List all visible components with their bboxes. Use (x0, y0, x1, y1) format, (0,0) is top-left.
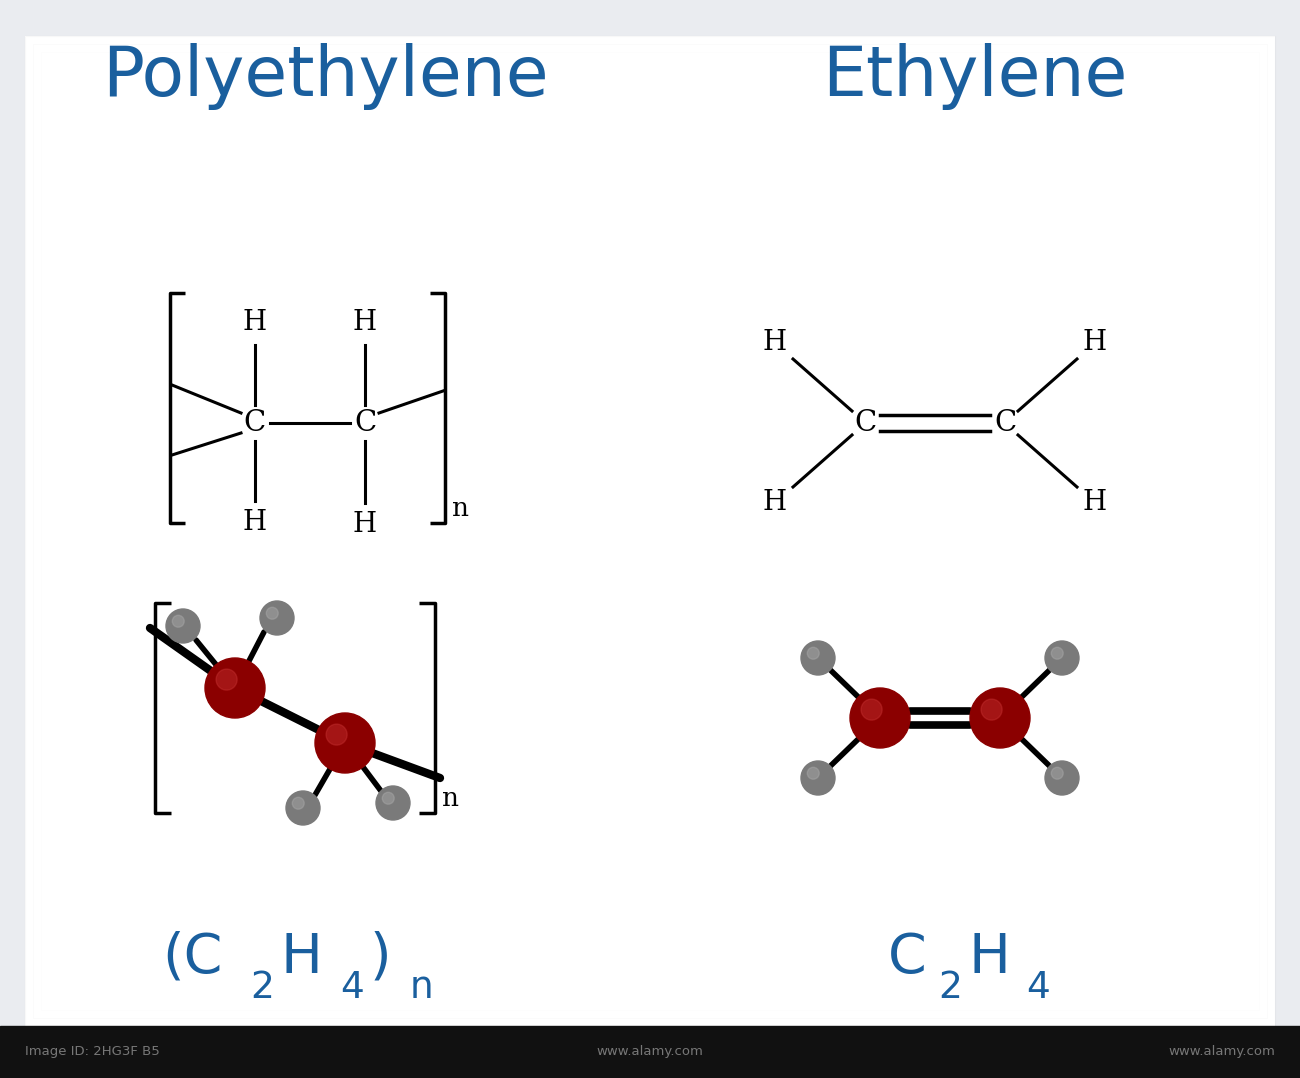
Text: 4: 4 (1026, 970, 1050, 1006)
Text: C: C (888, 931, 927, 985)
Text: C: C (244, 409, 266, 437)
Circle shape (850, 688, 910, 748)
Text: C: C (354, 409, 376, 437)
Circle shape (807, 768, 819, 779)
Circle shape (260, 602, 294, 635)
Circle shape (1052, 768, 1063, 779)
Text: Ethylene: Ethylene (823, 43, 1127, 110)
Text: ): ) (370, 931, 391, 985)
Circle shape (205, 658, 265, 718)
Circle shape (292, 798, 304, 810)
Text: H: H (1083, 489, 1108, 516)
Text: C: C (854, 409, 876, 437)
Text: H: H (243, 309, 266, 336)
Text: n: n (452, 496, 469, 521)
Circle shape (801, 761, 835, 794)
Text: H: H (352, 309, 377, 336)
Text: 2: 2 (939, 970, 962, 1006)
Circle shape (1045, 641, 1079, 675)
Circle shape (982, 700, 1002, 720)
Text: n: n (442, 786, 459, 811)
Circle shape (1045, 761, 1079, 794)
Circle shape (376, 786, 410, 820)
Bar (42, 52, 1258, 1010)
Circle shape (166, 609, 200, 642)
Circle shape (1052, 647, 1063, 659)
Text: www.alamy.com: www.alamy.com (1169, 1046, 1275, 1059)
Text: (C: (C (162, 931, 222, 985)
Circle shape (173, 616, 185, 627)
Text: H: H (763, 330, 786, 357)
Circle shape (801, 641, 835, 675)
Text: 2: 2 (250, 970, 274, 1006)
Circle shape (266, 607, 278, 619)
Circle shape (382, 792, 394, 804)
Circle shape (326, 724, 347, 745)
Text: n: n (410, 970, 434, 1006)
Circle shape (315, 713, 374, 773)
Text: H: H (243, 510, 266, 537)
Circle shape (861, 700, 883, 720)
Bar (0, 1026, 1300, 1078)
Circle shape (970, 688, 1030, 748)
Text: H: H (352, 511, 377, 539)
Text: C: C (994, 409, 1017, 437)
Text: www.alamy.com: www.alamy.com (597, 1046, 703, 1059)
Text: H: H (1083, 330, 1108, 357)
Text: 4: 4 (341, 970, 364, 1006)
Circle shape (216, 669, 237, 690)
Text: H: H (763, 489, 786, 516)
Circle shape (807, 647, 819, 659)
Text: H: H (968, 931, 1010, 985)
Text: H: H (280, 931, 322, 985)
Circle shape (286, 791, 320, 825)
Text: Image ID: 2HG3F B5: Image ID: 2HG3F B5 (25, 1046, 160, 1059)
Text: Polyethylene: Polyethylene (101, 43, 549, 110)
